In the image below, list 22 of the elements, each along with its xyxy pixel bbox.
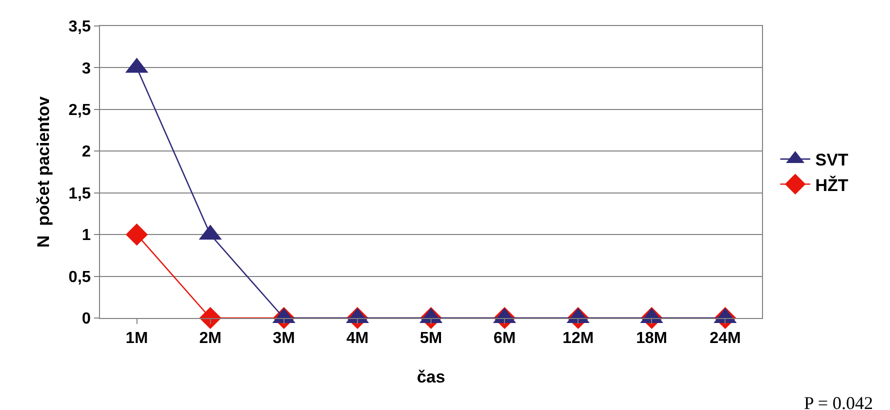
y-tick-label: 1,5: [68, 185, 91, 202]
text: P = 0.042: [804, 393, 873, 410]
legend-label: HŽT: [815, 174, 849, 195]
x-tick-label: 4M: [346, 330, 369, 348]
x-tick-label: 1M: [126, 330, 148, 348]
y-axis-title: N počet pacientov: [34, 96, 54, 248]
x-tick-label: 18M: [636, 330, 668, 348]
legend-label: SVT: [815, 150, 849, 170]
x-tick-label: 24M: [710, 330, 741, 348]
x-tick-label: 2M: [199, 330, 222, 348]
y-tick-label: 2,5: [68, 102, 91, 120]
y-tick-label: 0,5: [68, 268, 91, 286]
x-tick-label: 12M: [562, 330, 594, 348]
x-tick-label: 6M: [493, 330, 516, 348]
y-tick-label: 1: [82, 227, 91, 244]
y-tick-label: 3,5: [68, 18, 91, 36]
x-axis-title: čas: [416, 368, 446, 387]
y-tick-label: 2: [82, 144, 91, 161]
y-tick-label: 0: [82, 310, 91, 328]
x-tick-label: 5M: [420, 330, 442, 348]
y-tick-label: 3: [82, 60, 91, 78]
x-tick-label: 3M: [272, 330, 296, 348]
